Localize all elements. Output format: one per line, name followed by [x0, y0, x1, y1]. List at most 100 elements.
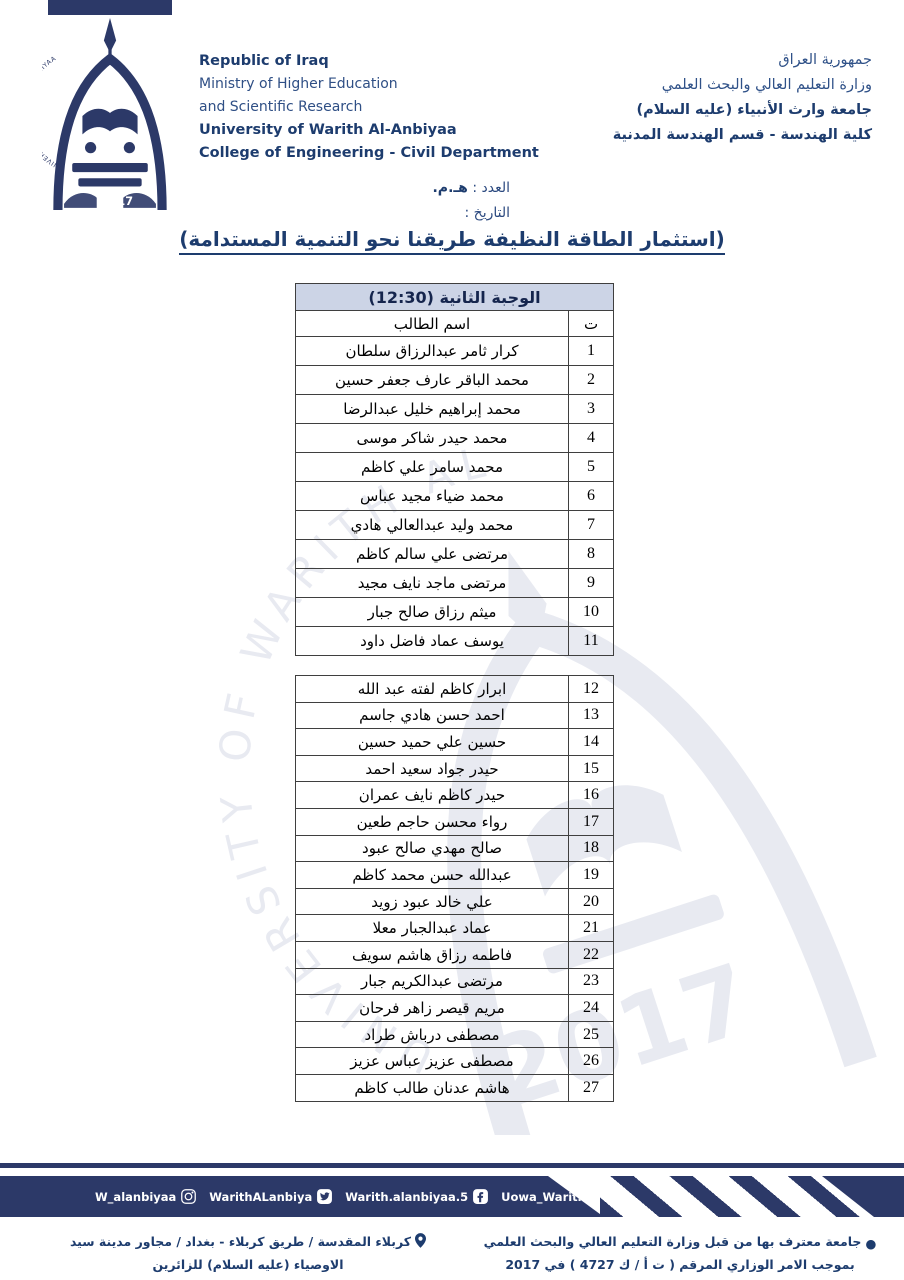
table-row: محمد حيدر شاكر موسى 4	[295, 423, 615, 453]
table-row: فاطمه رزاق هاشم سويف 22	[295, 940, 614, 969]
header-english: Republic of Iraq Ministry of Higher Educ…	[199, 50, 539, 165]
doc-number: العدد : هـ.م.	[432, 176, 510, 201]
student-number: 4	[567, 423, 615, 453]
table-row: مصطفى عزيز عباس عزيز 26	[295, 1047, 614, 1075]
student-number: 10	[567, 597, 615, 627]
header-line-en: and Scientific Research	[199, 99, 363, 115]
address-text: كربلاء المقدسة / طريق كربلاء - بغداد / م…	[69, 1234, 412, 1272]
table-row: حيدر كاظم نايف عمران 16	[295, 781, 614, 809]
student-number: 23	[568, 967, 614, 996]
student-number: 3	[567, 394, 615, 424]
header-line-en: Republic of Iraq	[199, 53, 329, 69]
table-row: علي خالد عبود زويد 20	[295, 887, 614, 916]
table-title-row: الوجبة الثانية (12:30)	[294, 283, 615, 311]
social-handle: Warith.alanbiyaa.5	[345, 1189, 469, 1204]
footer-divider-line	[0, 1163, 904, 1168]
student-number: 2	[567, 365, 615, 395]
student-name: فاطمه رزاق هاشم سويف	[295, 940, 569, 969]
doc-number-label: العدد :	[472, 180, 510, 196]
table-header-row: اسم الطالب ت	[295, 310, 615, 337]
header-arabic: جمهورية العراق وزارة التعليم العالي والب…	[613, 48, 872, 148]
logo-emblem	[53, 18, 167, 210]
student-name: ميثم رزاق صالح جبار	[295, 597, 569, 627]
student-number: 21	[568, 914, 614, 942]
student-number: 6	[567, 481, 615, 511]
student-name: حسين علي حميد حسين	[295, 728, 569, 756]
table-row: حيدر جواد سعيد احمد 15	[295, 754, 614, 783]
accreditation-text: جامعة معترف بها من قبل وزارة التعليم الع…	[483, 1234, 862, 1272]
name-column-header: اسم الطالب	[295, 310, 569, 337]
student-number: 9	[567, 568, 615, 598]
student-number: 18	[568, 834, 614, 863]
bullet-icon: ●	[865, 1236, 877, 1251]
header-line-ar: كلية الهندسة - قسم الهندسة المدنية	[612, 127, 872, 143]
doc-date: التاريخ :	[464, 205, 510, 221]
student-number: 8	[567, 539, 615, 569]
student-number: 17	[568, 807, 614, 836]
student-number: 26	[568, 1047, 614, 1075]
table-row: مرتضى علي سالم كاظم 8	[295, 539, 615, 569]
table-row: حسين علي حميد حسين 14	[295, 728, 614, 756]
student-name: محمد الباقر عارف جعفر حسين	[295, 365, 569, 395]
student-name: كرار ثامر عبدالرزاق سلطان	[295, 336, 569, 366]
header-line-en: Ministry of Higher Education	[199, 76, 398, 92]
doc-number-value: هـ.م.	[432, 180, 468, 196]
table-row: كرار ثامر عبدالرزاق سلطان 1	[295, 336, 615, 366]
student-name: مريم قيصر زاهر فرحان	[295, 994, 569, 1022]
doc-meta: العدد : هـ.م. التاريخ :	[432, 176, 510, 226]
address-note: كربلاء المقدسة / طريق كربلاء - بغداد / م…	[52, 1231, 444, 1275]
student-name: محمد وليد عبدالعالي هادي	[295, 510, 569, 540]
social-item-instagram: W_alanbiyaa	[95, 1188, 197, 1205]
student-name: محمد ضياء مجيد عباس	[295, 481, 569, 511]
header-line-ar: جامعة وارث الأنبياء (عليه السلام)	[636, 102, 872, 118]
student-name: صالح مهدي صالح عبود	[295, 834, 569, 863]
table-row: مرتضى عبدالكريم جبار 23	[295, 967, 614, 996]
student-number: 19	[568, 861, 614, 889]
student-number: 15	[568, 754, 614, 783]
student-name: رواء محسن حاجم طعين	[295, 807, 569, 836]
student-name: ابرار كاظم لفته عبد الله	[295, 675, 569, 703]
student-number: 16	[568, 781, 614, 809]
table-row: مصطفى درباش طراد 25	[295, 1020, 614, 1049]
student-number: 24	[568, 994, 614, 1022]
table-row: عبدالله حسن محمد كاظم 19	[295, 861, 614, 889]
student-name: مصطفى عزيز عباس عزيز	[295, 1047, 569, 1075]
table-row: مريم قيصر زاهر فرحان 24	[295, 994, 614, 1022]
student-name: علي خالد عبود زويد	[295, 887, 569, 916]
table-row: عماد عبدالجبار معلا 21	[295, 914, 614, 942]
student-name: محمد حيدر شاكر موسى	[295, 423, 569, 453]
student-name: هاشم عدنان طالب كاظم	[295, 1073, 569, 1102]
table-row: مرتضى ماجد نايف مجيد 9	[295, 568, 615, 598]
page-title: (استثمار الطاقة النظيفة طريقنا نحو التنم…	[0, 227, 904, 255]
student-table-group1: الوجبة الثانية (12:30) اسم الطالب ت كرار…	[294, 283, 615, 656]
page-title-text: (استثمار الطاقة النظيفة طريقنا نحو التنم…	[179, 227, 725, 255]
table-row: رواء محسن حاجم طعين 17	[295, 807, 614, 836]
header-line-en: University of Warith Al-Anbiyaa	[199, 122, 457, 138]
table-row: هاشم عدنان طالب كاظم 27	[295, 1073, 614, 1102]
table-row: محمد ضياء مجيد عباس 6	[295, 481, 615, 511]
social-handle: WarithALanbiya	[209, 1189, 313, 1204]
student-name: محمد سامر علي كاظم	[295, 452, 569, 482]
table-row: يوسف عماد فاضل داود 11	[295, 626, 615, 656]
header-line-ar: وزارة التعليم العالي والبحث العلمي	[661, 77, 872, 93]
student-table-group2: ابرار كاظم لفته عبد الله 12 احمد حسن هادي …	[295, 675, 614, 1102]
social-item-twitter: WarithALanbiya	[209, 1188, 333, 1205]
table-row: ابرار كاظم لفته عبد الله 12	[295, 675, 614, 703]
student-name: احمد حسن هادي جاسم	[295, 701, 569, 730]
student-name: مرتضى عبدالكريم جبار	[295, 967, 569, 996]
student-name: عماد عبدالجبار معلا	[295, 914, 569, 942]
student-number: 27	[568, 1073, 614, 1102]
social-handle: W_alanbiyaa	[95, 1189, 177, 1204]
header-line-ar: جمهورية العراق	[778, 52, 872, 68]
index-column-header: ت	[567, 310, 615, 337]
student-name: حيدر كاظم نايف عمران	[295, 781, 569, 809]
student-number: 1	[567, 336, 615, 366]
table-row: محمد إبراهيم خليل عبدالرضا 3	[295, 394, 615, 424]
instagram-icon	[181, 1189, 197, 1204]
logo-year: 2017	[102, 195, 133, 208]
meal-header: الوجبة الثانية (12:30)	[294, 283, 615, 311]
student-number: 5	[567, 452, 615, 482]
student-number: 14	[568, 728, 614, 756]
student-number: 25	[568, 1020, 614, 1049]
